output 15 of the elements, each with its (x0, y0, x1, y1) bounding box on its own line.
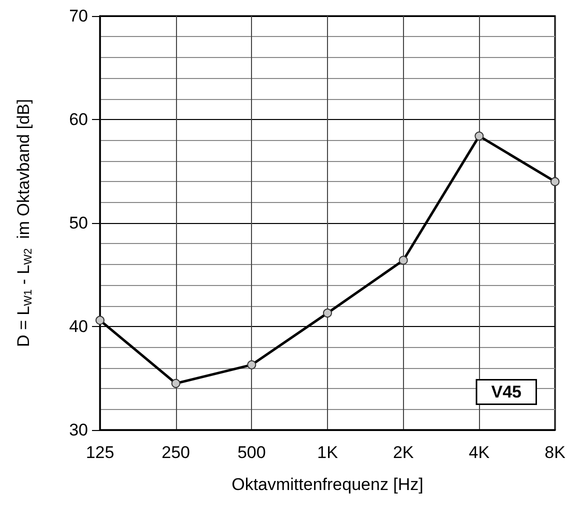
y-tick-label: 50 (69, 214, 88, 232)
x-tick-label: 500 (237, 443, 266, 462)
y-axis-title: D = LW1 - LW2 im Oktavband [dB] (14, 99, 34, 347)
x-tick-label: 4K (468, 443, 490, 462)
x-tick-label: 1K (317, 443, 339, 462)
y-tick-label: 40 (69, 317, 88, 336)
y-tick-label: 70 (69, 6, 88, 26)
y-tick-label: 30 (69, 420, 88, 440)
x-tick-label: 125 (86, 443, 114, 462)
y-tick-label: 60 (69, 110, 88, 129)
x-tick-label: 8K (544, 443, 566, 462)
x-tick-label: 250 (162, 443, 190, 462)
annotation: V45 (491, 382, 522, 402)
x-tick-label: 2K (392, 443, 414, 462)
x-axis-title: Oktavmittenfrequenz [Hz] (232, 475, 424, 494)
